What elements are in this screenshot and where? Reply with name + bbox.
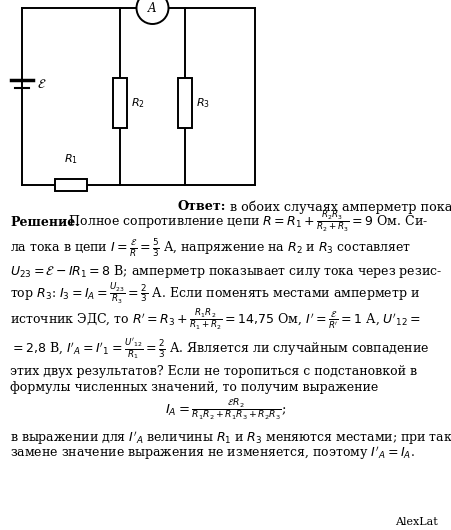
Text: AlexLat: AlexLat — [395, 517, 438, 527]
Text: ла тока в цепи $I = \frac{\mathcal{E}}{R} = \frac{5}{3}$ А, напряжение на $R_2$ : ла тока в цепи $I = \frac{\mathcal{E}}{R… — [10, 237, 411, 259]
Text: $= 2{,}8$ В, $I'_А = I'_1 = \frac{U'_{12}}{R_1} = \frac{2}{3}$ А. Является ли сл: $= 2{,}8$ В, $I'_А = I'_1 = \frac{U'_{12… — [10, 337, 429, 361]
Text: формулы численных значений, то получим выражение: формулы численных значений, то получим в… — [10, 381, 378, 393]
Bar — [178, 78, 192, 128]
Text: $U_{23} = \mathcal{E} - IR_1 = 8$ В; амперметр показывает силу тока через резис-: $U_{23} = \mathcal{E} - IR_1 = 8$ В; амп… — [10, 262, 442, 279]
Text: этих двух результатов? Если не торопиться с подстановкой в: этих двух результатов? Если не торопитьс… — [10, 366, 417, 378]
Text: Решение.: Решение. — [10, 216, 80, 228]
Text: $I_А = \frac{\mathcal{E} R_2}{R_1 R_2 + R_1 R_3 + R_2 R_3}$;: $I_А = \frac{\mathcal{E} R_2}{R_1 R_2 + … — [165, 398, 286, 422]
Text: $R_2$: $R_2$ — [131, 96, 145, 110]
Text: Полное сопротивление цепи $R = R_1 + \frac{R_2 R_3}{R_2 + R_3} = 9$ Ом. Си-: Полное сопротивление цепи $R = R_1 + \fr… — [65, 209, 428, 234]
Bar — [113, 78, 127, 128]
Text: A: A — [148, 2, 157, 14]
Bar — [55, 179, 87, 191]
Circle shape — [137, 0, 169, 24]
Text: Ответ:: Ответ: — [177, 200, 226, 214]
Text: тор $R_3$: $I_3 = I_А = \frac{U_{23}}{R_3} = \frac{2}{3}$ А. Если поменять места: тор $R_3$: $I_3 = I_А = \frac{U_{23}}{R_… — [10, 281, 420, 306]
Text: источник ЭДС, то $R' = R_3 + \frac{R_1 R_2}{R_1 + R_2} = 14{,}75$ Ом, $I' = \fra: источник ЭДС, то $R' = R_3 + \frac{R_1 R… — [10, 307, 421, 332]
Text: замене значение выражения не изменяется, поэтому $I'_А = I_А$.: замене значение выражения не изменяется,… — [10, 444, 415, 462]
Text: в выражении для $I'_А$ величины $R_1$ и $R_3$ меняются местами; при такой: в выражении для $I'_А$ величины $R_1$ и … — [10, 429, 451, 447]
Text: $R_3$: $R_3$ — [196, 96, 210, 110]
Text: $\mathcal{E}$: $\mathcal{E}$ — [37, 77, 46, 91]
Text: $R_1$: $R_1$ — [64, 152, 78, 166]
Text: в обоих случаях амперметр показывает 0,67 А.: в обоих случаях амперметр показывает 0,6… — [226, 200, 451, 214]
